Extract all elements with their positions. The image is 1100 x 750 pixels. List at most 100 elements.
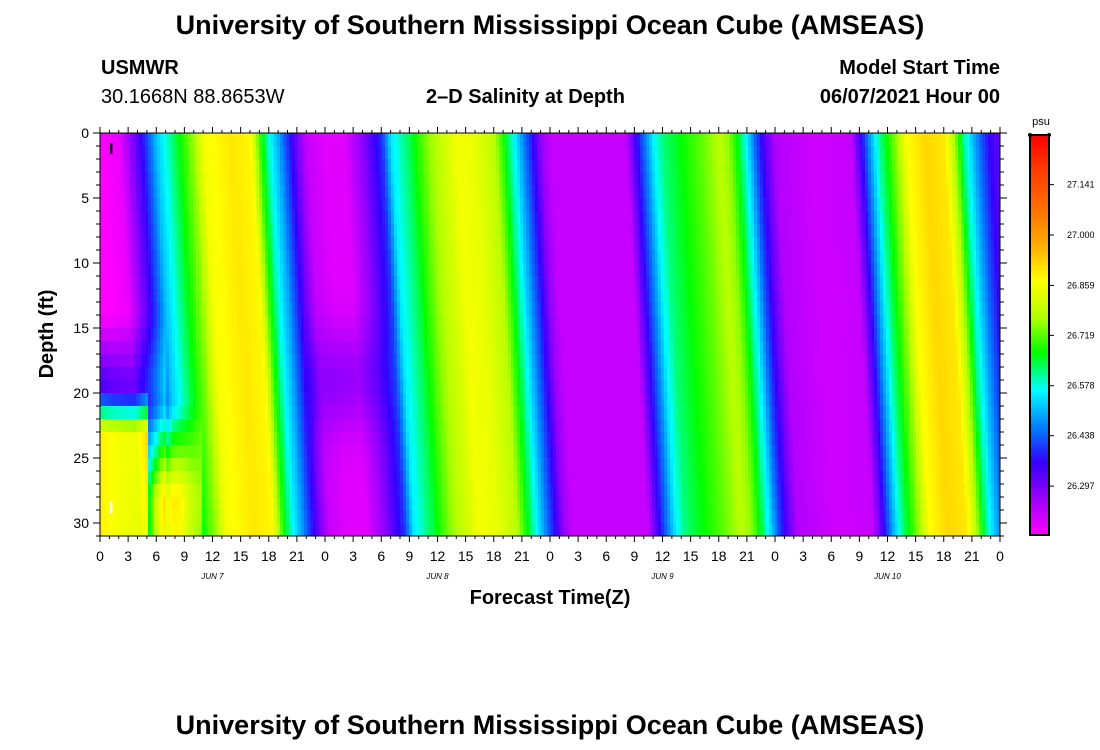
heatmap-cell <box>673 198 677 212</box>
heatmap-cell <box>271 172 275 186</box>
heatmap-cell <box>187 302 191 316</box>
heatmap-cell <box>379 315 383 329</box>
heatmap-cell <box>625 146 629 160</box>
heatmap-cell <box>580 172 584 186</box>
heatmap-cell <box>691 133 695 147</box>
heatmap-cell <box>208 328 212 342</box>
heatmap-cell <box>430 289 434 303</box>
heatmap-cell <box>355 276 359 290</box>
heatmap-cell <box>763 211 767 225</box>
heatmap-cell <box>997 289 1000 303</box>
heatmap-cell <box>451 315 455 329</box>
heatmap-cell <box>289 198 293 212</box>
heatmap-cell <box>703 146 707 160</box>
heatmap-cell <box>202 172 206 186</box>
heatmap-cell <box>319 224 323 238</box>
heatmap-cell <box>976 328 980 342</box>
heatmap-cell <box>787 172 791 186</box>
heatmap-cell <box>970 250 974 264</box>
heatmap-cell <box>652 263 656 277</box>
heatmap-cell <box>529 237 533 251</box>
heatmap-cell <box>808 185 812 199</box>
heatmap-cell <box>268 328 272 342</box>
heatmap-cell <box>370 315 374 329</box>
heatmap-cell <box>403 341 407 355</box>
heatmap-cell <box>367 159 371 173</box>
heatmap-cell <box>508 276 512 290</box>
heatmap-cell <box>124 302 128 316</box>
heatmap-cell <box>733 224 737 238</box>
heatmap-cell <box>400 276 404 290</box>
heatmap-cell <box>250 198 254 212</box>
heatmap-cell <box>247 315 251 329</box>
heatmap-cell <box>865 328 869 342</box>
heatmap-cell <box>199 146 203 160</box>
heatmap-cell <box>445 263 449 277</box>
heatmap-cell <box>745 172 749 186</box>
heatmap-cell <box>985 224 989 238</box>
heatmap-cell <box>862 328 866 342</box>
heatmap-cell <box>604 172 608 186</box>
heatmap-cell <box>691 224 695 238</box>
heatmap-cell <box>214 224 218 238</box>
heatmap-cell <box>205 211 209 225</box>
heatmap-cell <box>625 159 629 173</box>
heatmap-cell <box>346 289 350 303</box>
heatmap-cell <box>877 302 881 316</box>
heatmap-cell <box>343 146 347 160</box>
heatmap-cell <box>154 341 158 355</box>
heatmap-cell <box>115 237 119 251</box>
heatmap-cell <box>961 159 965 173</box>
heatmap-cell <box>682 172 686 186</box>
heatmap-cell <box>679 263 683 277</box>
heatmap-cell <box>895 302 899 316</box>
heatmap-cell <box>352 289 356 303</box>
heatmap-cell <box>688 276 692 290</box>
heatmap-cell <box>883 289 887 303</box>
heatmap-cell <box>241 133 245 147</box>
heatmap-cell <box>484 276 488 290</box>
heatmap-cell <box>496 341 500 355</box>
heatmap-cell <box>892 289 896 303</box>
heatmap-cell <box>370 289 374 303</box>
heatmap-cell <box>586 133 590 147</box>
heatmap-cell <box>172 198 176 212</box>
heatmap-cell <box>181 185 185 199</box>
heatmap-cell <box>556 341 560 355</box>
heatmap-cell <box>556 159 560 173</box>
heatmap-cell <box>832 133 836 147</box>
heatmap-cell <box>139 237 143 251</box>
heatmap-cell <box>853 237 857 251</box>
heatmap-cell <box>562 302 566 316</box>
heatmap-cell <box>130 133 134 147</box>
heatmap-cell <box>559 133 563 147</box>
heatmap-cell <box>334 198 338 212</box>
heatmap-cell <box>235 133 239 147</box>
heatmap-cell <box>403 224 407 238</box>
heatmap-cell <box>832 250 836 264</box>
heatmap-cell <box>832 185 836 199</box>
heatmap-cell <box>760 315 764 329</box>
heatmap-cell <box>190 315 194 329</box>
heatmap-cell <box>289 185 293 199</box>
heatmap-cell <box>745 224 749 238</box>
heatmap-cell <box>445 172 449 186</box>
heatmap-cell <box>703 250 707 264</box>
heatmap-cell <box>871 289 875 303</box>
heatmap-cell <box>496 133 500 147</box>
heatmap-cell <box>247 289 251 303</box>
heatmap-cell <box>616 328 620 342</box>
heatmap-cell <box>931 302 935 316</box>
heatmap-cell <box>352 341 356 355</box>
heatmap-cell <box>235 237 239 251</box>
heatmap-cell <box>850 172 854 186</box>
heatmap-cell <box>394 185 398 199</box>
heatmap-cell <box>577 224 581 238</box>
heatmap-cell <box>127 302 131 316</box>
heatmap-cell <box>388 250 392 264</box>
heatmap-cell <box>199 185 203 199</box>
heatmap-cell <box>574 315 578 329</box>
heatmap-cell <box>316 341 320 355</box>
heatmap-cell <box>817 263 821 277</box>
heatmap-cell <box>523 289 527 303</box>
